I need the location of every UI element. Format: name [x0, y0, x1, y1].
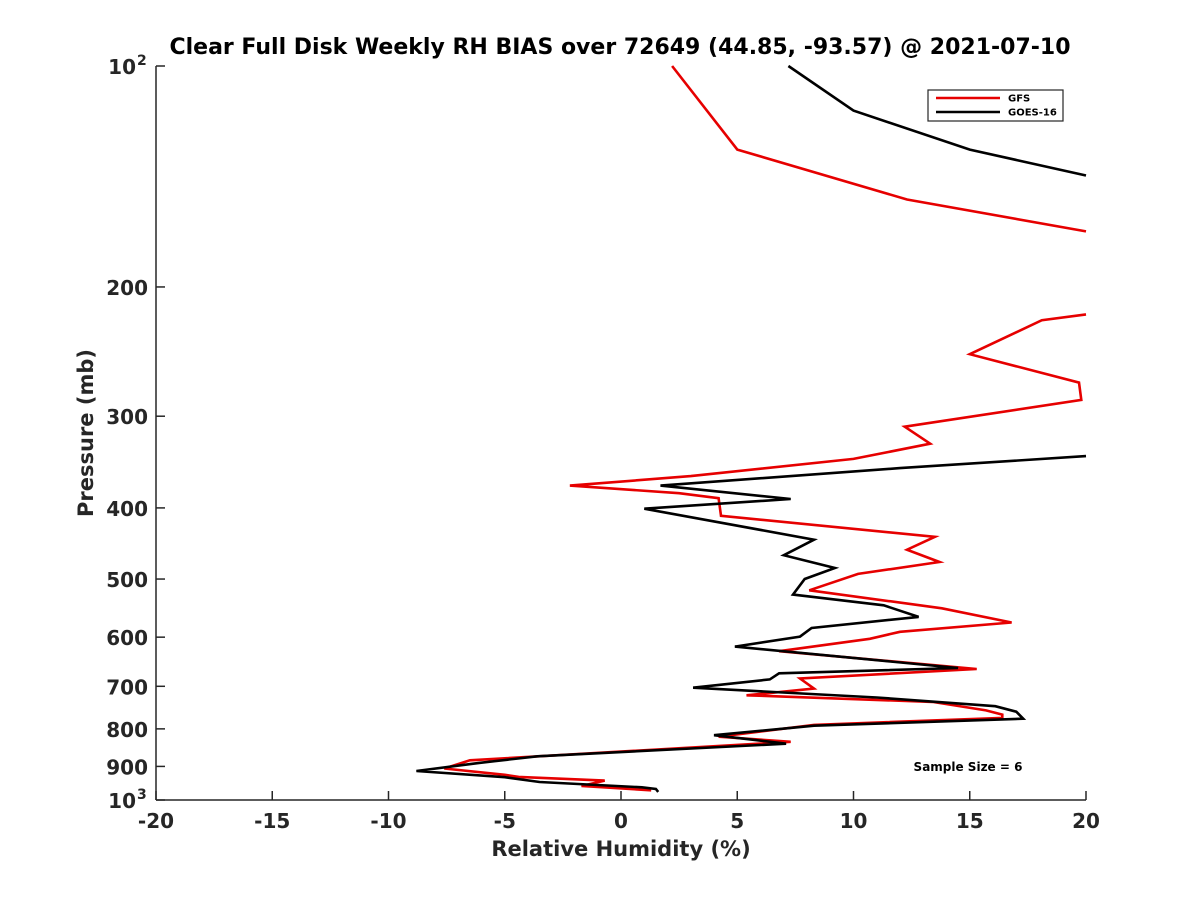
- x-tick-label: -20: [138, 809, 174, 833]
- sample-size-annotation: Sample Size = 6: [914, 760, 1023, 774]
- y-tick-label: 400: [106, 497, 148, 521]
- y-tick-label: 10: [108, 55, 136, 79]
- y-tick-label: 300: [106, 405, 148, 429]
- y-axis-title: Pressure (mb): [74, 349, 98, 517]
- y-tick-label: 200: [106, 276, 148, 300]
- series-gfs-line-segment-0: [671, 65, 1087, 233]
- x-tick-label: 5: [730, 809, 744, 833]
- x-tick-label: 10: [840, 809, 868, 833]
- x-tick-label: -5: [494, 809, 516, 833]
- y-tick-label: 900: [106, 755, 148, 779]
- series-goes-16-line-segment-1: [416, 454, 1087, 793]
- y-tick-label: 500: [106, 568, 148, 592]
- y-tick-label: 600: [106, 626, 148, 650]
- legend-label-goes-16: GOES-16: [1008, 108, 1057, 119]
- x-tick-label: -10: [370, 809, 406, 833]
- legend-box: [927, 89, 1064, 122]
- series-goes-16-line-segment-0: [787, 64, 1087, 177]
- legend: GFS GOES-16: [927, 89, 1064, 122]
- x-axis-title: Relative Humidity (%): [491, 837, 750, 861]
- x-tick-label: 15: [956, 809, 984, 833]
- x-tick-label: 20: [1072, 809, 1100, 833]
- y-tick-label-exponent: 2: [137, 53, 147, 69]
- y-tick-label-exponent: 3: [137, 787, 147, 803]
- y-tick-label: 700: [106, 675, 148, 699]
- legend-label-gfs: GFS: [1008, 94, 1030, 105]
- x-tick-label: 0: [614, 809, 628, 833]
- chart-title: Clear Full Disk Weekly RH BIAS over 7264…: [169, 35, 1070, 60]
- y-tick-label: 800: [106, 718, 148, 742]
- y-tick-label: 10: [108, 789, 136, 813]
- series-layer: [416, 64, 1087, 793]
- x-tick-label: -15: [254, 809, 290, 833]
